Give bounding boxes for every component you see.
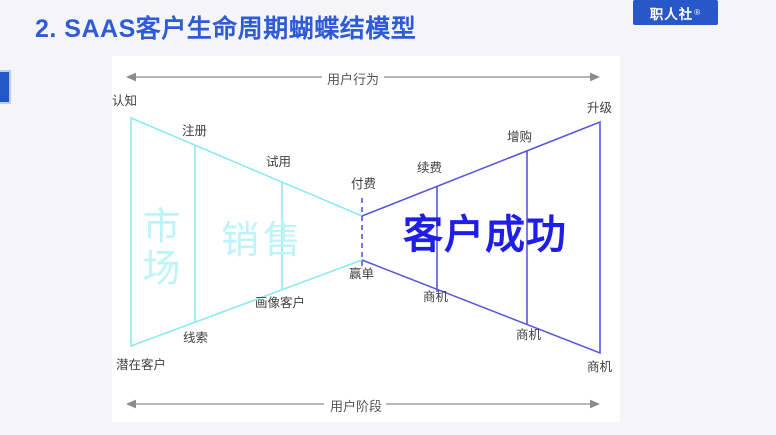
stage-label-trial: 试用 [266,155,292,169]
stage-label-won-deal: 赢单 [349,267,375,281]
stage-label-opportunity-2: 商机 [516,328,542,342]
diagram-panel: 用户行为 用户阶段 认知 注册 试用 付费 续费 增购 升级 潜在客户 线索 画… [112,56,620,422]
brand-badge: 职人社 ® [633,0,718,25]
bottom-axis-label: 用户阶段 [330,399,383,414]
stage-label-renew: 续费 [417,161,443,175]
region-label-marketing: 市场 [136,206,178,290]
right-funnel-lines [361,120,601,355]
bottom-axis-arrow [126,399,600,409]
stage-label-pay: 付费 [351,177,377,191]
bowtie-diagram-svg [126,72,601,409]
stage-label-upsell: 增购 [507,130,533,144]
stage-label-lead: 线索 [183,331,209,345]
top-axis-arrow [126,72,600,82]
stage-label-opportunity-3: 商机 [587,360,613,374]
stage-label-register: 注册 [182,124,208,138]
stage-label-potential-customer: 潜在客户 [116,358,167,372]
stage-label-awareness: 认知 [112,94,138,108]
left-accent-tab [0,70,11,104]
stage-label-opportunity-1: 商机 [423,290,449,304]
stage-label-profiled-customer: 画像客户 [255,296,306,310]
left-funnel-lines [130,116,363,348]
stage-label-upgrade: 升级 [587,101,613,115]
brand-badge-text: 职人社 [649,6,694,22]
region-label-customer-success: 客户成功 [403,213,567,257]
region-label-sales: 销售 [221,220,306,262]
page-title: 2. SAAS客户生命周期蝴蝶结模型 [35,15,417,43]
top-axis-label: 用户行为 [327,72,380,87]
